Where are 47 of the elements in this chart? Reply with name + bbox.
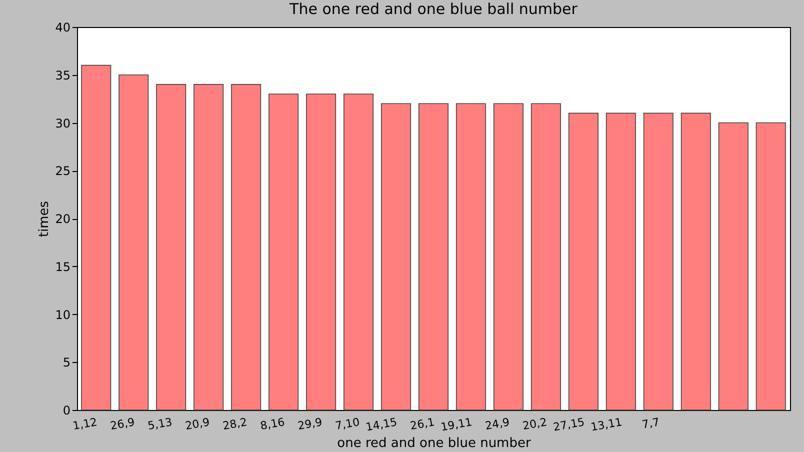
y-tick-label: 0	[62, 404, 70, 418]
x-tick-label: 24,9	[484, 416, 511, 433]
x-tick-label: 14,15	[364, 416, 398, 434]
bar	[493, 103, 524, 410]
x-tick-label: 26,1	[409, 416, 436, 433]
bar	[643, 112, 674, 410]
x-tick-label: 27,15	[552, 416, 586, 434]
x-tick-label: 7,10	[334, 416, 361, 433]
bar	[81, 64, 112, 410]
y-tick-label: 35	[55, 68, 70, 82]
bar	[306, 94, 336, 410]
x-tick-label: 13,11	[590, 416, 624, 434]
bar	[568, 112, 598, 410]
x-tick-label: 1,12	[72, 416, 98, 433]
y-tick-label: 30	[55, 116, 70, 130]
x-axis-title: one red and one blue number	[337, 436, 532, 451]
x-tick-label: 8,16	[259, 416, 286, 433]
y-axis-title: times	[37, 200, 52, 238]
y-tick-label: 5	[62, 356, 70, 370]
bar	[606, 112, 636, 410]
bar	[194, 84, 224, 410]
x-tick-label: 20,2	[522, 416, 548, 433]
x-tick-label: 19,11	[440, 416, 474, 434]
bar	[268, 94, 299, 410]
y-tick-label: 25	[55, 164, 70, 178]
x-tick-label: 20,9	[184, 416, 211, 433]
bar	[344, 94, 374, 410]
bar	[680, 112, 711, 410]
x-tick-label: 26,9	[109, 416, 136, 433]
y-tick-label: 20	[55, 212, 70, 226]
bar	[118, 74, 149, 410]
bar	[156, 84, 186, 410]
bar	[418, 103, 449, 410]
y-tick-label: 15	[55, 260, 70, 274]
x-tick-label: 29,9	[296, 416, 324, 433]
bar	[718, 122, 748, 410]
bar	[530, 103, 561, 410]
bar	[456, 103, 486, 410]
y-tick-label: 10	[55, 308, 70, 322]
bar	[756, 122, 786, 410]
y-tick-label: 40	[55, 20, 70, 34]
x-tick-label: 28,2	[222, 416, 248, 433]
x-tick-label: 7,7	[641, 416, 661, 432]
chart-title: The one red and one blue ball number	[288, 0, 578, 18]
x-tick-label: 5,13	[146, 416, 174, 433]
bar	[231, 84, 262, 410]
bar	[380, 103, 412, 410]
